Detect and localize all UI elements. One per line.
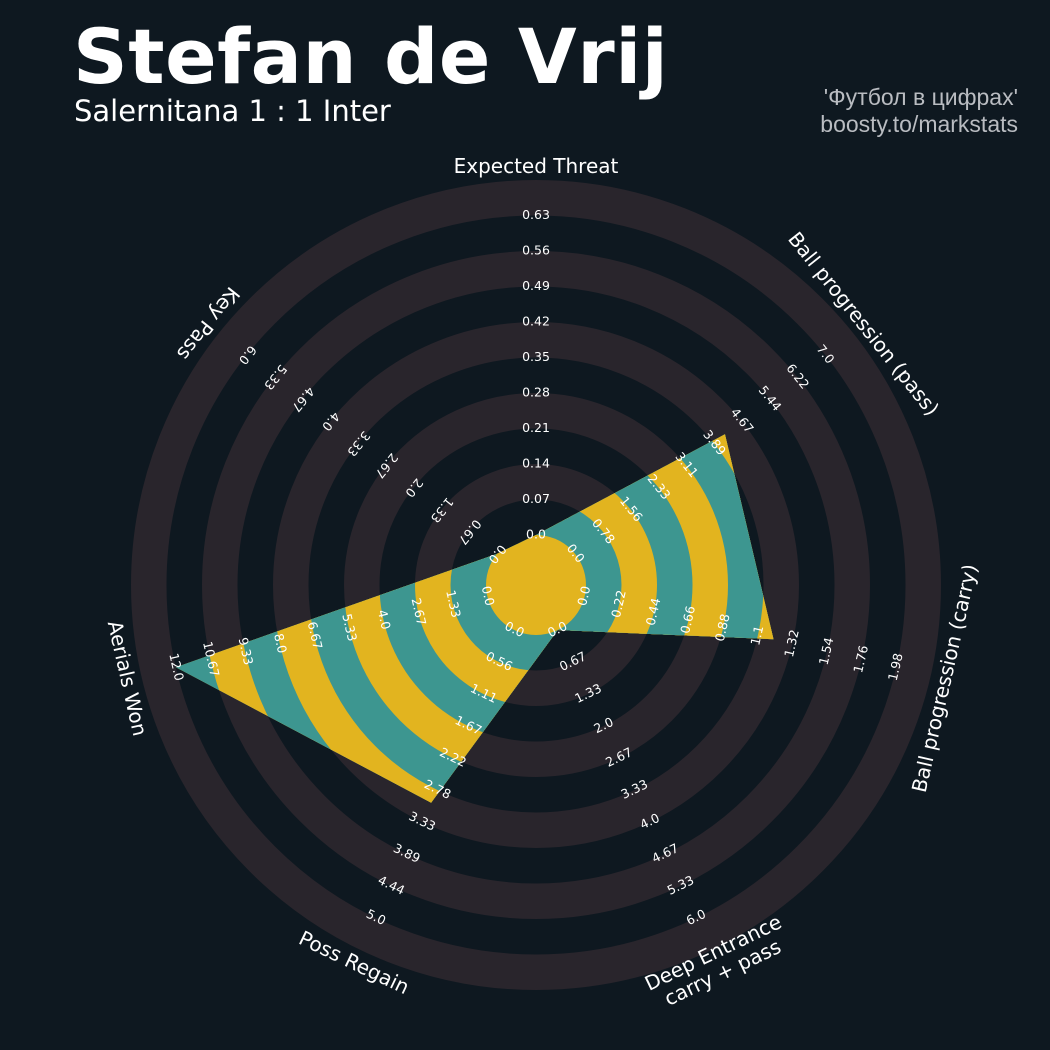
tick-label: 0.22: [608, 589, 629, 619]
tick-label: 12.0: [166, 652, 187, 683]
tick-label: 0.88: [712, 612, 733, 643]
polygon-band: [486, 535, 586, 635]
tick-label: 9.33: [236, 636, 257, 666]
param-label: Expected Threat: [454, 154, 619, 178]
tick-label: 1.76: [850, 644, 871, 675]
player-title: Stefan de Vrij: [73, 12, 669, 101]
tick-label: 0.0: [479, 584, 498, 607]
tick-label: 2.67: [409, 596, 430, 626]
tick-label: 5.33: [339, 612, 360, 642]
tick-label: 0.0: [574, 584, 593, 607]
tick-label: 8.0: [271, 632, 290, 655]
tick-label: 0.21: [522, 420, 550, 435]
tick-label: 1.98: [885, 652, 906, 683]
tick-label: 0.07: [522, 491, 550, 506]
credit-line-2: boosty.to/markstats: [820, 111, 1018, 137]
tick-label: 1.32: [781, 628, 802, 658]
tick-label: 1.33: [443, 589, 464, 619]
tick-label: 0.63: [522, 207, 550, 222]
tick-label: 0.56: [522, 243, 550, 258]
tick-label: 0.49: [522, 278, 550, 293]
tick-label: 0.66: [677, 604, 698, 635]
tick-label: 0.42: [522, 314, 550, 329]
param-label-line: Expected Threat: [454, 154, 619, 178]
credit-line-1: 'Футбол в цифрах': [823, 84, 1018, 110]
tick-label: 0.14: [522, 456, 550, 471]
tick-label: 0.44: [643, 596, 664, 627]
ring-band: [131, 180, 941, 990]
tick-label: 4.0: [375, 608, 394, 631]
ring-band: [273, 322, 799, 848]
tick-label: 1.1: [747, 624, 766, 647]
tick-label: 0.0: [526, 527, 546, 542]
tick-label: 6.67: [305, 620, 326, 650]
tick-label: 0.28: [522, 385, 550, 400]
tick-label: 0.35: [522, 349, 550, 364]
tick-label: 1.54: [816, 636, 837, 667]
ring-band: [202, 251, 870, 919]
match-subtitle: Salernitana 1 : 1 Inter: [74, 94, 391, 128]
